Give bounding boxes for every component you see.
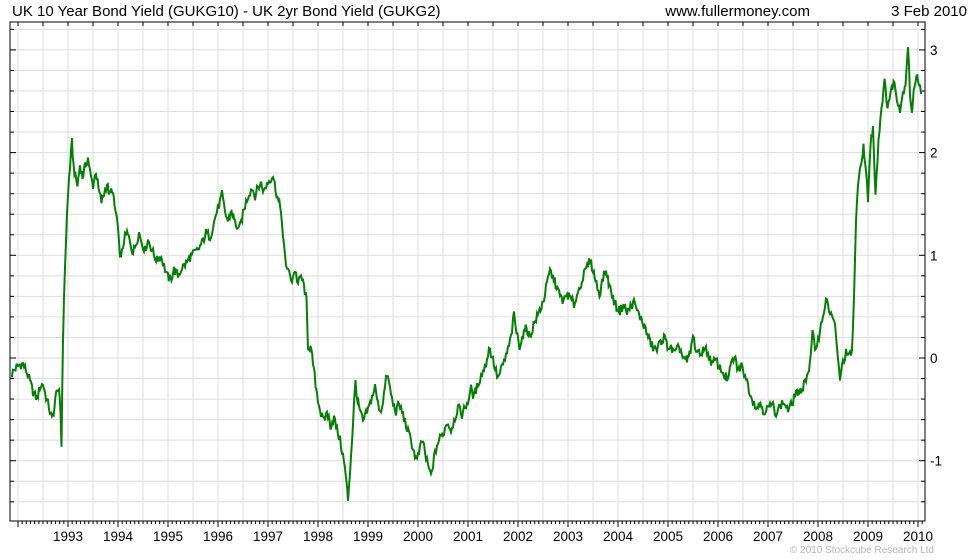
- y-axis-tick-label: -1: [930, 454, 942, 469]
- website-watermark: www.fullermoney.com: [665, 3, 810, 20]
- x-axis-tick-label: 1995: [153, 529, 183, 544]
- x-axis-tick-label: 1996: [203, 529, 233, 544]
- x-axis-tick-label: 2008: [803, 529, 833, 544]
- x-axis-tick-label: 1999: [353, 529, 383, 544]
- x-axis-tick-label: 1997: [253, 529, 283, 544]
- x-axis-tick-label: 1998: [303, 529, 333, 544]
- x-axis-tick-label: 2002: [503, 529, 533, 544]
- x-axis-tick-label: 2010: [903, 529, 933, 544]
- plot-frame: [9, 21, 926, 522]
- copyright-notice: © 2010 Stockcube Research Ltd: [789, 545, 934, 556]
- chart-title: UK 10 Year Bond Yield (GUKG10) - UK 2yr …: [12, 3, 441, 20]
- y-axis-tick-label: 2: [930, 146, 938, 161]
- y-axis-tick-label: 0: [930, 351, 938, 366]
- x-axis-tick-label: 2006: [703, 529, 733, 544]
- x-axis-tick-label: 2007: [753, 529, 783, 544]
- x-axis-tick-label: 2005: [653, 529, 683, 544]
- y-axis-tick-label: 1: [930, 248, 938, 263]
- x-axis-tick-label: 1994: [103, 529, 134, 544]
- chart-date: 3 Feb 2010: [891, 3, 967, 20]
- x-axis-tick-label: 2003: [553, 529, 583, 544]
- x-axis-tick-label: 1993: [53, 529, 83, 544]
- x-axis-tick-label: 2004: [603, 529, 634, 544]
- x-axis-tick-label: 2001: [453, 529, 483, 544]
- spread-line: [10, 47, 923, 501]
- x-axis-tick-label: 2000: [403, 529, 433, 544]
- x-axis-tick-label: 2009: [853, 529, 883, 544]
- y-axis-tick-label: 3: [930, 43, 938, 58]
